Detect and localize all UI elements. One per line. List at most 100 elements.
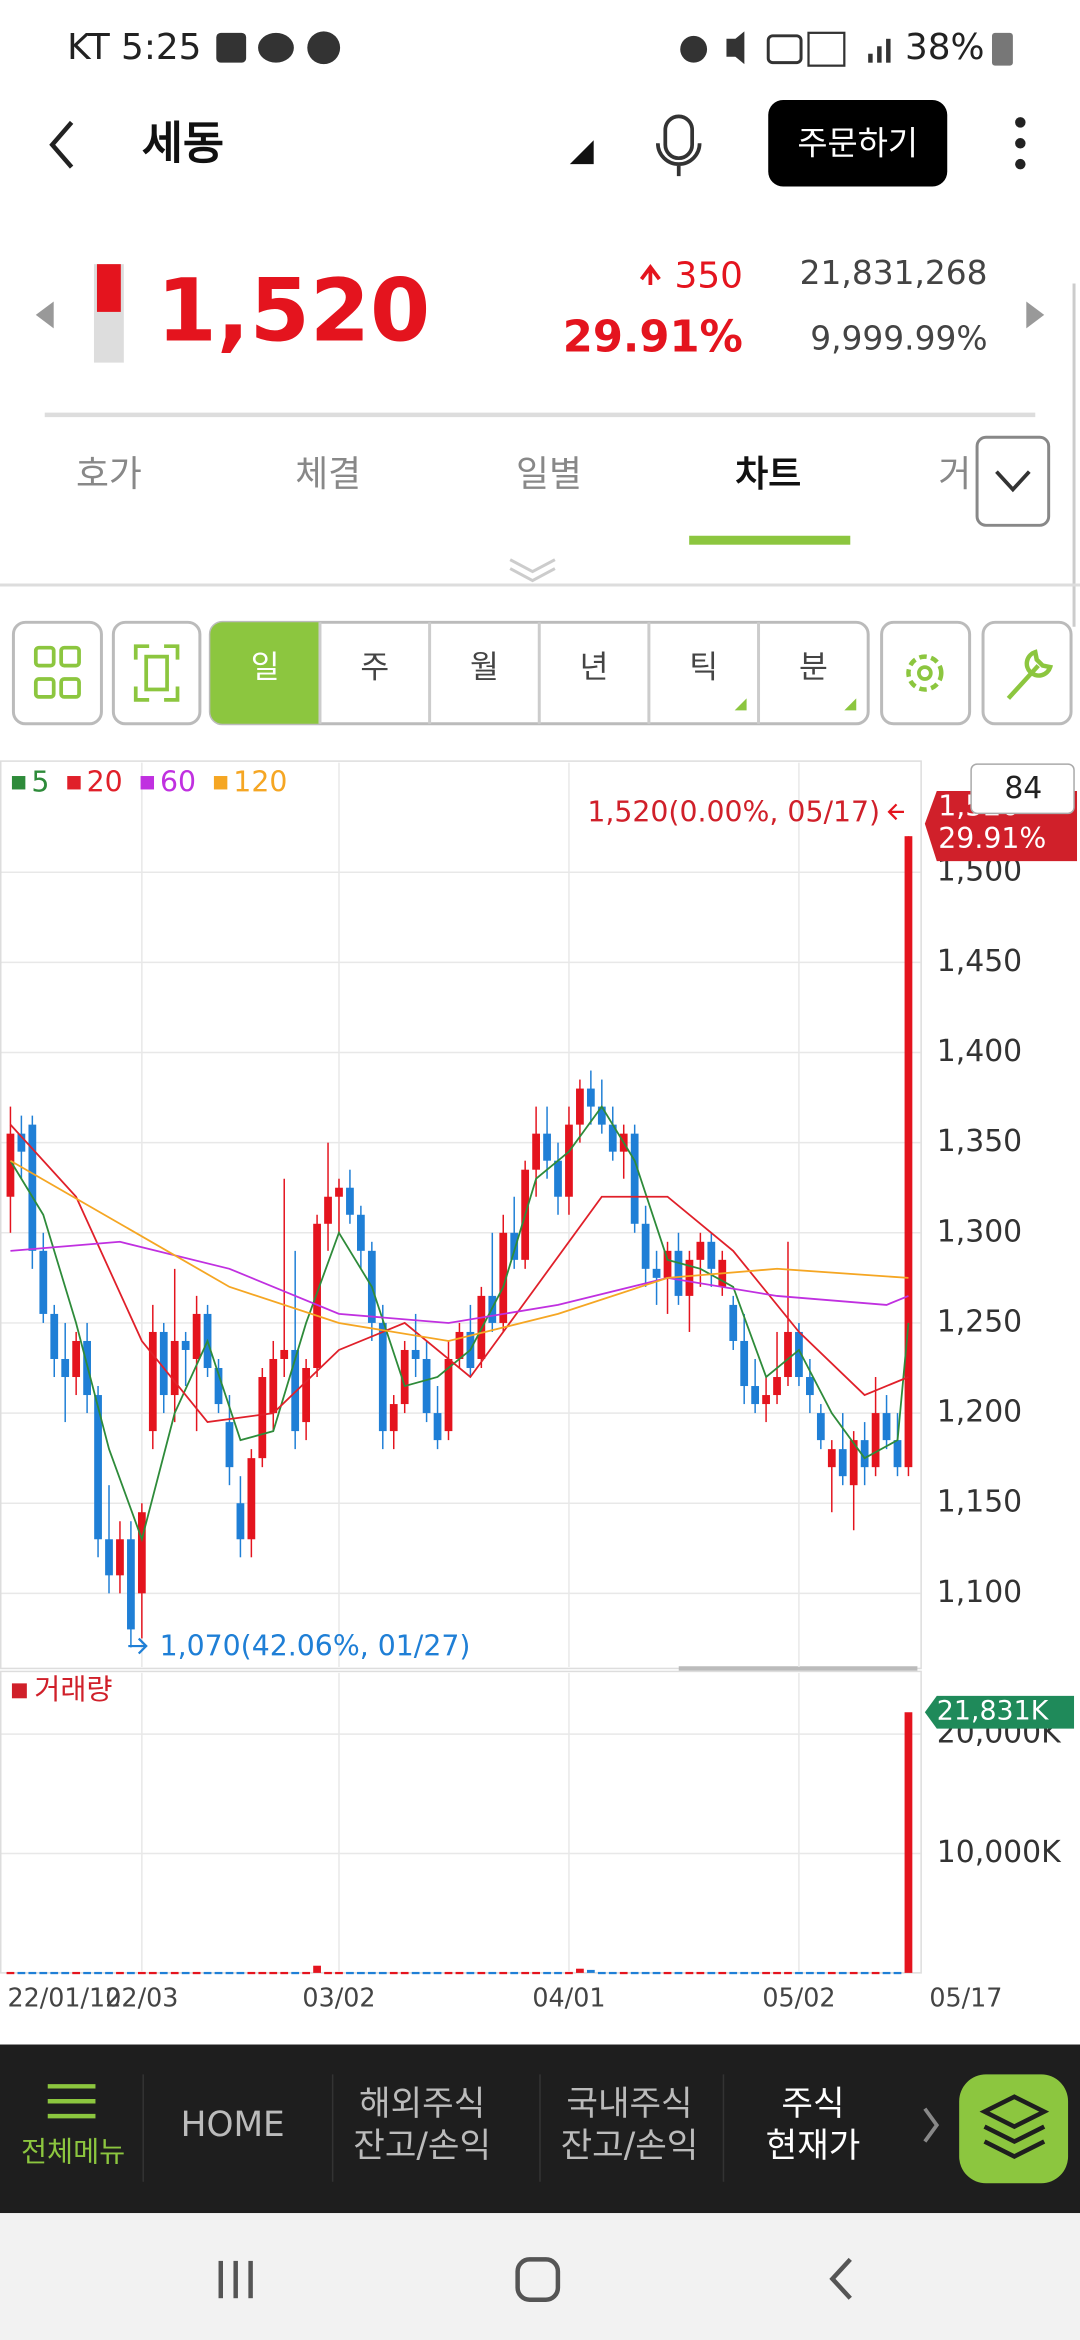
candle-body <box>269 1358 278 1414</box>
collapse-handle[interactable] <box>509 558 556 583</box>
candle-body <box>543 1133 551 1161</box>
candle-body <box>302 1368 311 1423</box>
tab[interactable]: 거 <box>938 454 971 495</box>
tools-icon <box>1006 649 1054 700</box>
nav-item[interactable]: HOME <box>181 2105 285 2145</box>
candle-body <box>236 1503 245 1540</box>
tab[interactable]: 호가 <box>76 454 142 495</box>
volume-bar <box>838 1971 847 1975</box>
next-stock[interactable] <box>1026 301 1045 329</box>
status-icons-right <box>680 31 1013 67</box>
volume-bar <box>466 1971 475 1975</box>
turnover-rate: 9,999.99% <box>810 320 987 358</box>
tab-expand-icon <box>995 470 1031 493</box>
period-button[interactable]: 년 <box>580 650 609 686</box>
layout-button[interactable] <box>11 620 103 726</box>
change-rate: 29.91% <box>563 313 743 363</box>
active-tab-indicator <box>689 535 851 545</box>
volume-bar <box>488 1971 497 1975</box>
moving-average <box>9 1124 909 1424</box>
visible-count-box[interactable] <box>970 763 1075 815</box>
volume-bar <box>586 1969 595 1973</box>
menu-label[interactable]: 전체메뉴 <box>21 2135 125 2168</box>
tab[interactable]: 체결 <box>295 454 361 495</box>
candle-body <box>784 1331 792 1378</box>
candle-body <box>389 1404 398 1432</box>
x-tick-label: 02/03 <box>105 1983 178 2013</box>
tab-expand[interactable] <box>975 435 1051 527</box>
volume-bar <box>565 1971 573 1975</box>
more-menu[interactable] <box>1015 117 1026 170</box>
volume-bar <box>324 1971 332 1975</box>
home-button[interactable] <box>515 2257 561 2302</box>
order-button[interactable] <box>768 99 948 187</box>
legend-label: 60 <box>160 765 196 798</box>
nav-item[interactable]: 주식 <box>781 2084 844 2124</box>
candle-body <box>893 1440 902 1468</box>
volume-bar <box>236 1971 245 1975</box>
candle-body <box>882 1413 891 1441</box>
volume-title: 거래량 <box>34 1673 112 1706</box>
menu-icon <box>47 2084 96 2119</box>
period-button[interactable]: 분 <box>799 650 828 686</box>
tab[interactable]: 일별 <box>516 454 582 495</box>
y-tick-label: 1,100 <box>937 1575 1022 1610</box>
candle-body <box>137 1512 146 1594</box>
tools-button[interactable] <box>981 620 1073 726</box>
low-annotation: 1,070(42.06%, 01/27) <box>160 1630 471 1663</box>
volume-tag-label: 21,831K <box>937 1696 1050 1727</box>
volume-bar <box>532 1971 540 1975</box>
quick-button[interactable] <box>959 2074 1069 2184</box>
candle-body <box>105 1539 113 1576</box>
y-tick-label: 1,200 <box>937 1395 1022 1430</box>
volume-bar <box>477 1971 486 1975</box>
settings-button[interactable] <box>880 620 972 726</box>
candle-body <box>280 1349 289 1359</box>
nav-item[interactable]: 잔고/손익 <box>561 2126 699 2166</box>
candle-body <box>455 1331 464 1359</box>
volume-bar <box>28 1971 37 1975</box>
back-button[interactable] <box>49 120 74 169</box>
volume-bar <box>72 1971 81 1975</box>
period-button[interactable]: 주 <box>360 650 389 686</box>
nav-item[interactable]: 국내주식 <box>566 2084 692 2124</box>
period-button[interactable]: 월 <box>470 650 499 686</box>
y-tick-label: 1,350 <box>937 1124 1022 1159</box>
stock-name[interactable]: 세동 <box>142 116 224 169</box>
volume-panel <box>0 1670 922 1974</box>
candle-body <box>499 1232 508 1323</box>
volume-bar <box>795 1971 803 1975</box>
back-system[interactable] <box>829 2257 852 2300</box>
candle-body <box>324 1196 332 1224</box>
y-tick-label: 1,450 <box>937 944 1022 979</box>
price-gauge-fill <box>96 264 121 312</box>
candle-body <box>510 1232 519 1260</box>
volume-bar <box>39 1971 48 1975</box>
candle-body <box>608 1124 617 1152</box>
mic-button[interactable] <box>655 114 702 177</box>
candle-body <box>181 1340 190 1350</box>
candle-body <box>247 1458 256 1540</box>
recent-apps[interactable] <box>218 2260 253 2299</box>
fullscreen-button[interactable] <box>111 620 202 726</box>
candle-body <box>773 1377 781 1396</box>
nav-item[interactable]: 현재가 <box>766 2126 861 2166</box>
price-panel <box>0 760 922 1670</box>
volume-bar <box>652 1971 661 1975</box>
volume-bar <box>455 1971 464 1975</box>
stock-dropdown[interactable] <box>569 140 594 165</box>
volume-bar <box>148 1971 157 1975</box>
volume-bar <box>499 1971 508 1975</box>
candle-body <box>663 1250 672 1278</box>
prev-stock[interactable] <box>35 301 54 329</box>
tab[interactable]: 차트 <box>735 454 801 495</box>
candle-body <box>696 1241 705 1260</box>
period-button[interactable]: 틱 <box>689 650 718 686</box>
period-button[interactable]: 일 <box>251 650 280 686</box>
nav-scroll[interactable] <box>923 2107 940 2143</box>
candle-body <box>586 1088 595 1107</box>
candle-body <box>422 1358 431 1414</box>
nav-item[interactable]: 해외주식 <box>359 2084 485 2124</box>
nav-item[interactable]: 잔고/손익 <box>353 2126 491 2166</box>
